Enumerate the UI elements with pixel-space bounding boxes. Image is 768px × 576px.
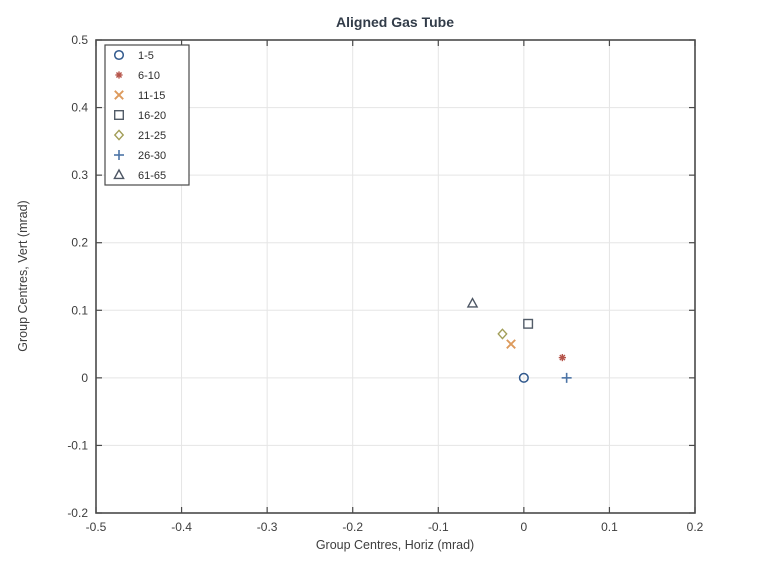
chart-title: Aligned Gas Tube <box>336 14 454 30</box>
axis-ticks <box>95 39 696 514</box>
legend-label: 6-10 <box>138 70 160 82</box>
y-tick-label: 0.5 <box>71 33 88 47</box>
data-point-21-25 <box>497 328 508 340</box>
data-points <box>466 297 572 383</box>
legend-item-6-10: 6-10 <box>115 70 160 82</box>
y-tick-label: 0 <box>81 371 88 385</box>
legend-item-11-15: 11-15 <box>114 90 165 102</box>
legend-marker-asterisk-icon <box>115 71 123 79</box>
x-tick-label: -0.5 <box>86 520 107 534</box>
y-tick-label: 0.2 <box>71 236 88 250</box>
y-tick-label: -0.1 <box>67 438 88 452</box>
tick-labels: -0.5 -0.4 -0.3 -0.2 -0.1 0 0.1 0.2 -0.2 -0.1 0 0.1 0… <box>67 33 703 534</box>
x-tick-label: -0.1 <box>428 520 449 534</box>
legend-item-61-65: 61-65 <box>113 168 166 182</box>
legend-label: 1-5 <box>138 50 154 62</box>
x-tick-label: -0.3 <box>257 520 278 534</box>
legend-marker-diamond-icon <box>113 129 125 141</box>
legend-item-21-25: 21-25 <box>113 129 166 142</box>
data-point-16-20 <box>523 318 534 329</box>
legend-label: 16-20 <box>138 110 166 122</box>
legend-label: 61-65 <box>138 170 166 182</box>
data-point-6-10 <box>558 353 566 362</box>
legend-label: 11-15 <box>138 90 165 102</box>
y-tick-label: 0.4 <box>71 101 88 115</box>
legend-item-26-30: 26-30 <box>114 150 166 162</box>
legend-item-1-5: 1-5 <box>113 49 154 62</box>
x-tick-label: -0.4 <box>171 520 192 534</box>
legend-label: 26-30 <box>138 150 166 162</box>
legend: 1-5 6-10 11-15 16-20 21-25 26-30 61-65 <box>104 44 190 186</box>
data-point-11-15 <box>506 339 516 349</box>
x-tick-label: -0.2 <box>342 520 363 534</box>
legend-marker-x-icon <box>114 90 124 100</box>
y-tick-label: 0.1 <box>71 303 88 317</box>
legend-marker-circle-icon <box>113 49 125 61</box>
y-tick-label: -0.2 <box>67 506 88 520</box>
legend-marker-square-icon <box>113 109 124 120</box>
axes-frame <box>95 39 696 514</box>
data-point-1-5 <box>518 372 529 383</box>
data-point-61-65 <box>466 297 479 308</box>
y-axis-label: Group Centres, Vert (mrad) <box>16 200 30 351</box>
x-tick-label: 0.2 <box>687 520 704 534</box>
legend-label: 21-25 <box>138 130 166 142</box>
legend-box <box>104 44 190 186</box>
x-tick-label: 0.1 <box>601 520 618 534</box>
y-tick-label: 0.3 <box>71 168 88 182</box>
x-tick-label: 0 <box>521 520 528 534</box>
x-axis-label: Group Centres, Horiz (mrad) <box>316 538 474 552</box>
plot-frame <box>95 39 696 514</box>
grid-lines <box>96 40 695 513</box>
legend-item-16-20: 16-20 <box>113 109 166 122</box>
legend-marker-triangle-icon <box>113 168 125 180</box>
data-point-26-30 <box>561 372 572 383</box>
legend-marker-plus-icon <box>114 150 124 160</box>
